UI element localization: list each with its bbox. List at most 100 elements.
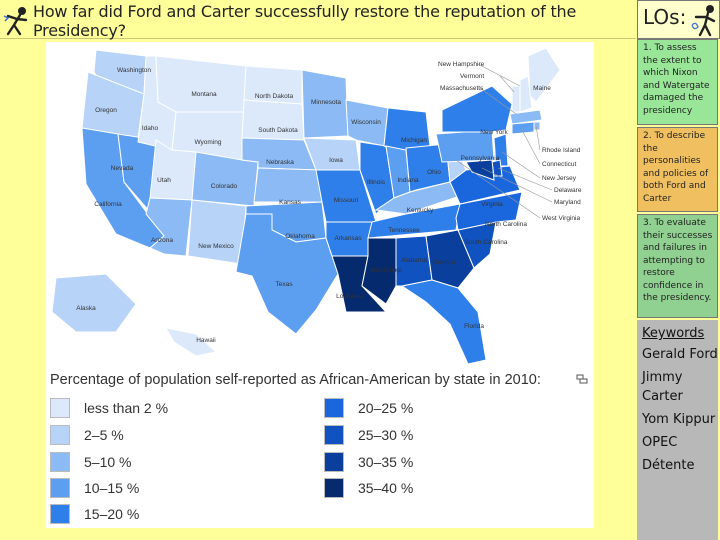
callout-line [521,129,541,165]
legend-swatch [50,425,70,445]
state-label: California [94,201,122,208]
state-label: Alabama [401,257,427,264]
legend-label: 35–40 % [358,480,414,496]
state-label: Louisiana [336,293,364,300]
state-callout-label: New Jersey [542,175,577,182]
state-label: Idaho [142,125,159,132]
state-label: Kansas [279,199,301,206]
state-label: Nevada [111,165,134,172]
state-label: Alaska [76,305,96,312]
page-title: How far did Ford and Carter successfully… [33,2,577,40]
legend-label: 20–25 % [358,400,414,416]
state-michigan [383,107,431,153]
objective-3: 3. To evaluate their successes and failu… [637,214,718,318]
legend-item: 2–5 % [50,425,124,445]
state-label: Wyoming [194,139,221,146]
state-label: North Dakota [255,93,294,100]
legend-item: 25–30 % [324,425,413,445]
expand-icon[interactable] [576,374,588,384]
callout-line [499,75,515,93]
state-label: Hawaii [196,337,216,344]
map-area: Washington Oregon California Nevada Idaho Mon… [46,42,594,528]
state-label: North Carolina [485,221,527,228]
state-callout-label: West Virginia [542,215,580,222]
state-florida [400,279,487,365]
legend-swatch [324,478,344,498]
objectives-header: LOs: [643,5,687,29]
legend-item: 35–40 % [324,478,413,498]
state-montana [155,55,247,113]
state-label: Montana [191,91,217,98]
state-callout-label: Delaware [554,187,582,194]
legend-item: 30–35 % [324,452,413,472]
state-label: Indiana [397,177,419,184]
state-wisconsin [345,99,389,147]
legend-title: Percentage of population self-reported a… [50,372,541,388]
state-callout-label: Rhode Island [542,147,581,154]
state-label: Mississippi [370,267,401,274]
state-connecticut [511,121,535,135]
state-label: South Carolina [465,239,508,246]
state-label: Georgia [432,259,456,266]
legend-item: 5–10 % [50,452,131,472]
callout-line [481,167,553,203]
legend-item: 20–25 % [324,398,413,418]
state-label: Utah [157,177,171,184]
legend-label: 25–30 % [358,427,414,443]
state-label: Maine [533,85,551,92]
legend-swatch [324,425,344,445]
title-bar: How far did Ford and Carter successfully… [0,0,636,40]
state-label: Virginia [481,201,503,208]
state-label: Colorado [211,183,238,190]
state-georgia [425,229,475,289]
state-texas [235,213,339,335]
state-label: Nebraska [266,159,294,166]
keyword-yom-kippur: Yom Kippur [642,412,716,427]
state-label: Texas [276,281,294,288]
callout-line [497,167,553,191]
legend-swatch [50,504,70,524]
legend-swatch [50,398,70,418]
legend-item: 10–15 % [50,478,139,498]
state-label: Arizona [151,237,173,244]
state-rhode-island [533,121,541,131]
legend-label: 15–20 % [84,506,140,522]
keyword-gerald-ford: Gerald Ford [642,347,718,362]
state-callout-label: Massachusetts [440,85,484,92]
state-label: Kentucky [407,207,434,214]
keyword-jimmy-carter: Jimmy Carter [642,370,683,404]
legend-label: less than 2 % [84,400,169,416]
state-label: Washington [117,67,151,74]
legend-swatch [50,478,70,498]
state-label: Arkansas [334,235,362,242]
objective-2: 2. To describe the personalities and pol… [637,127,718,212]
state-new-york [441,85,513,133]
legend-swatch [50,452,70,472]
legend-item: 15–20 % [50,504,139,524]
state-new-jersey [493,133,509,167]
legend-label: 10–15 % [84,480,140,496]
state-callout-label: New Hampshire [438,61,485,68]
stick-figure-icon [3,7,28,36]
state-callout-label: Vermont [460,73,484,80]
legend-label: 5–10 % [84,454,132,470]
state-new-mexico [187,199,247,265]
legend-swatch [324,398,344,418]
state-label: New Mexico [198,243,234,250]
callout-line [477,63,521,87]
state-label: Michigan [401,137,427,144]
state-kansas [253,167,323,203]
state-hawaii [165,327,218,357]
stick-figure-icon [691,5,716,37]
state-label: Pennsylvania [461,155,500,162]
state-label: Florida [464,323,484,330]
side-panel: LOs: 1. To assess the extent to which Ni… [637,0,720,540]
state-label: Illinois [367,179,386,186]
keyword-detente: Détente [642,458,695,473]
state-vermont [511,85,521,113]
callout-line [501,151,541,179]
state-maine [527,47,561,103]
objectives-header-box: LOs: [637,0,720,39]
legend-label: 2–5 % [84,427,124,443]
keyword-opec: OPEC [642,435,678,450]
